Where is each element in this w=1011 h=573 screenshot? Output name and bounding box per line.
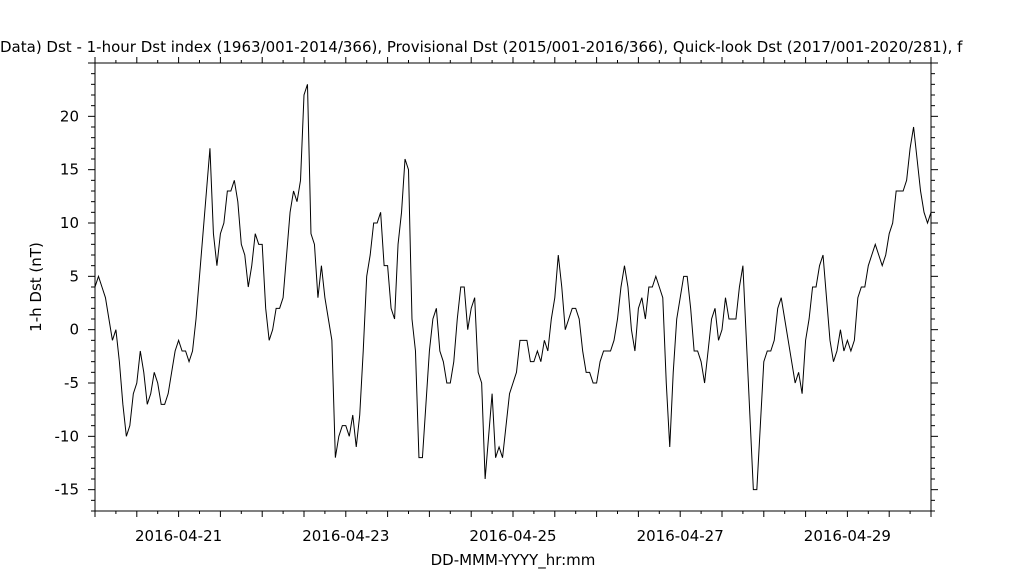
- x-tick-label: 2016-04-25: [469, 527, 556, 545]
- y-tick-label: -15: [55, 481, 80, 499]
- x-axis-label: DD-MMM-YYYY_hr:mm: [431, 551, 596, 570]
- dst-series-line: [94, 84, 932, 491]
- x-tick-label: 2016-04-27: [637, 527, 724, 545]
- chart-title: Data) Dst - 1-hour Dst index (1963/001-2…: [0, 38, 963, 56]
- x-tick-label: 2016-04-23: [302, 527, 389, 545]
- y-tick-label: 15: [60, 161, 79, 179]
- y-tick-label: -5: [64, 374, 79, 392]
- y-tick-label: 20: [60, 107, 79, 125]
- y-tick-label: 5: [69, 267, 79, 285]
- x-tick-label: 2016-04-21: [135, 527, 222, 545]
- y-tick-label: -10: [55, 427, 80, 445]
- y-axis-label: 1-h Dst (nT): [27, 242, 45, 332]
- y-tick-label: 0: [69, 321, 79, 339]
- plot-frame: [94, 62, 932, 512]
- y-axis: 20 15 10 5 0 -5 -10 -15: [55, 62, 938, 512]
- y-tick-label: 10: [60, 214, 79, 232]
- x-axis: 2016-04-21 2016-04-23 2016-04-25 2016-04-27…: [94, 57, 932, 545]
- x-tick-label: 2016-04-29: [804, 527, 891, 545]
